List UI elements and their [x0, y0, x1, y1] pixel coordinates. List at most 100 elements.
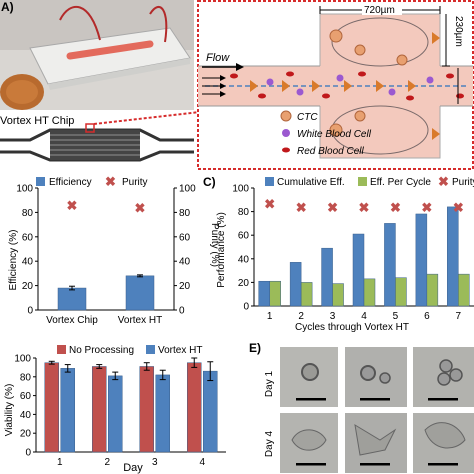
bar — [289, 262, 302, 307]
x-tick-label: 4 — [361, 311, 367, 322]
chart-c-ylabel: Performance (%) — [216, 212, 227, 288]
vortex-schematic — [197, 0, 474, 170]
y2-tick-label: 40 — [179, 257, 191, 268]
bar — [300, 282, 313, 307]
y-tick-label: 80 — [22, 208, 34, 219]
x-tick-label: 1 — [267, 311, 273, 322]
y-tick-label: 40 — [238, 254, 250, 265]
bar — [269, 280, 281, 307]
micrograph-day4-b — [345, 413, 407, 473]
legend-per-cycle-swatch — [358, 177, 367, 186]
chip-schematic — [0, 111, 201, 162]
device-photo — [0, 0, 194, 110]
legend-vortex-swatch — [146, 345, 155, 354]
bar — [92, 366, 107, 453]
y-tick-label: 40 — [22, 257, 34, 268]
x-tick-label: 5 — [393, 311, 399, 322]
chart-c: 0 20 40 60 80 100 1 ✖ 2 ✖ 3 ✖ 4 ✖ 5 ✖ 6 ✖ 7 ✖ — [232, 184, 474, 322]
chart-b-ylabel: Efficiency (%) — [8, 230, 19, 291]
micrograph-day1-c — [413, 347, 474, 407]
legend-ctc-marker — [280, 110, 292, 122]
y2-tick-label: 0 — [179, 306, 185, 317]
bar — [187, 362, 202, 453]
panel-c-label: C) — [203, 175, 216, 189]
y2-tick-label: 80 — [179, 208, 191, 219]
chart-d-legend: No Processing Vortex HT — [57, 345, 202, 356]
chart-b-legend: Efficiency ✖ Purity — [36, 174, 148, 189]
legend-per-cycle-label: Eff. Per Cycle — [370, 177, 431, 188]
y2-tick-label: 60 — [179, 232, 191, 243]
y-tick-label: 60 — [22, 232, 34, 243]
legend-vortex-label: Vortex HT — [158, 345, 202, 356]
legend-no-processing-label: No Processing — [69, 345, 134, 356]
width-label: 720µm — [364, 5, 395, 16]
bar — [155, 374, 170, 453]
chart-c-xlabel: Cycles through Vortex HT — [295, 322, 409, 333]
bar — [57, 287, 87, 311]
panel-e-label: E) — [249, 341, 261, 355]
legend-ctc-label: CTC — [297, 112, 318, 123]
bar — [108, 375, 123, 453]
purity-marker: ✖ — [327, 200, 338, 215]
y-tick-label: 80 — [20, 372, 32, 383]
purity-marker: ✖ — [359, 200, 370, 215]
legend-efficiency-swatch — [36, 177, 45, 186]
y-tick-label: 60 — [20, 391, 32, 402]
chart-b-ylabel2: Purity (%) — [209, 223, 220, 267]
bar — [415, 213, 428, 307]
panel-a-label: A) — [1, 0, 14, 14]
device-caption: Vortex HT Chip — [0, 115, 74, 127]
x-tick-label: 1 — [57, 457, 63, 468]
x-tick-label: 6 — [424, 311, 430, 322]
x-tick-label: Vortex HT — [118, 315, 162, 326]
y-tick-label: 80 — [238, 207, 250, 218]
x-tick-label: 3 — [152, 457, 158, 468]
x-tick-label: 7 — [456, 311, 462, 322]
legend-wbc-label: White Blood Cell — [297, 129, 372, 140]
legend-cumulative-label: Cumulative Eff. — [277, 177, 345, 188]
y-tick-label: 20 — [238, 278, 250, 289]
bar — [139, 366, 154, 453]
legend-purity-marker: ✖ — [105, 174, 116, 189]
bar — [125, 275, 155, 311]
micrograph-day1-b — [345, 347, 407, 407]
y2-tick-label: 20 — [179, 281, 191, 292]
y-tick-label: 0 — [25, 448, 31, 459]
legend-purity-label: Purity — [122, 177, 148, 188]
purity-marker: ✖ — [421, 200, 432, 215]
legend-efficiency-label: Efficiency — [49, 177, 92, 188]
x-tick-label: Vortex Chip — [46, 315, 98, 326]
x-tick-label: 4 — [199, 457, 205, 468]
chart-d-ylabel: Viability (%) — [4, 384, 15, 437]
bar — [458, 273, 470, 307]
bar — [426, 273, 439, 307]
bar — [44, 362, 59, 453]
bar — [203, 370, 218, 453]
purity-marker: ✖ — [135, 201, 146, 216]
y-tick-label: 20 — [20, 429, 32, 440]
y-tick-label: 100 — [14, 354, 31, 365]
flow-label: Flow — [206, 52, 230, 64]
legend-purity-c-marker: ✖ — [438, 174, 449, 189]
micrograph-day4-a — [280, 413, 338, 473]
y-tick-label: 100 — [232, 184, 249, 195]
bar — [395, 277, 407, 307]
y2-tick-label: 100 — [179, 184, 196, 195]
chart-b: 0 0 20 20 40 40 60 60 80 80 100 100 Vortex Chip ✖ Vort… — [16, 184, 196, 327]
legend-cumulative-swatch — [265, 177, 274, 186]
bar — [60, 368, 75, 453]
chart-c-legend: Cumulative Eff. Eff. Per Cycle ✖ Purity — [265, 174, 474, 189]
bar — [321, 247, 333, 307]
purity-marker: ✖ — [296, 200, 307, 215]
bar — [384, 223, 396, 307]
purity-marker: ✖ — [67, 198, 78, 213]
height-label: 230µm — [453, 16, 464, 47]
y-tick-label: 100 — [16, 184, 33, 195]
schematic-legend: CTC White Blood Cell Red Blood Cell — [280, 110, 372, 157]
legend-rbc-label: Red Blood Cell — [297, 146, 364, 157]
micrograph-day1-a — [280, 347, 338, 407]
purity-marker: ✖ — [264, 196, 275, 211]
legend-no-processing-swatch — [57, 345, 66, 354]
y-tick-label: 60 — [238, 231, 250, 242]
